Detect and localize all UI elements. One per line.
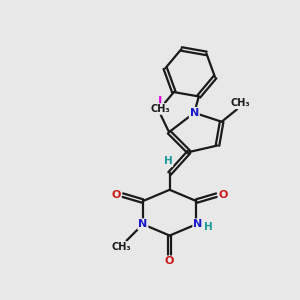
Text: O: O (165, 256, 174, 266)
Text: CH₃: CH₃ (111, 242, 131, 252)
Text: H: H (205, 222, 213, 232)
Text: CH₃: CH₃ (151, 104, 170, 114)
Text: H: H (164, 156, 172, 166)
Text: N: N (190, 108, 199, 118)
Text: CH₃: CH₃ (231, 98, 250, 108)
Text: N: N (193, 219, 203, 229)
Text: O: O (112, 190, 121, 200)
Text: N: N (138, 219, 148, 229)
Text: I: I (158, 95, 163, 108)
Text: O: O (218, 190, 228, 200)
